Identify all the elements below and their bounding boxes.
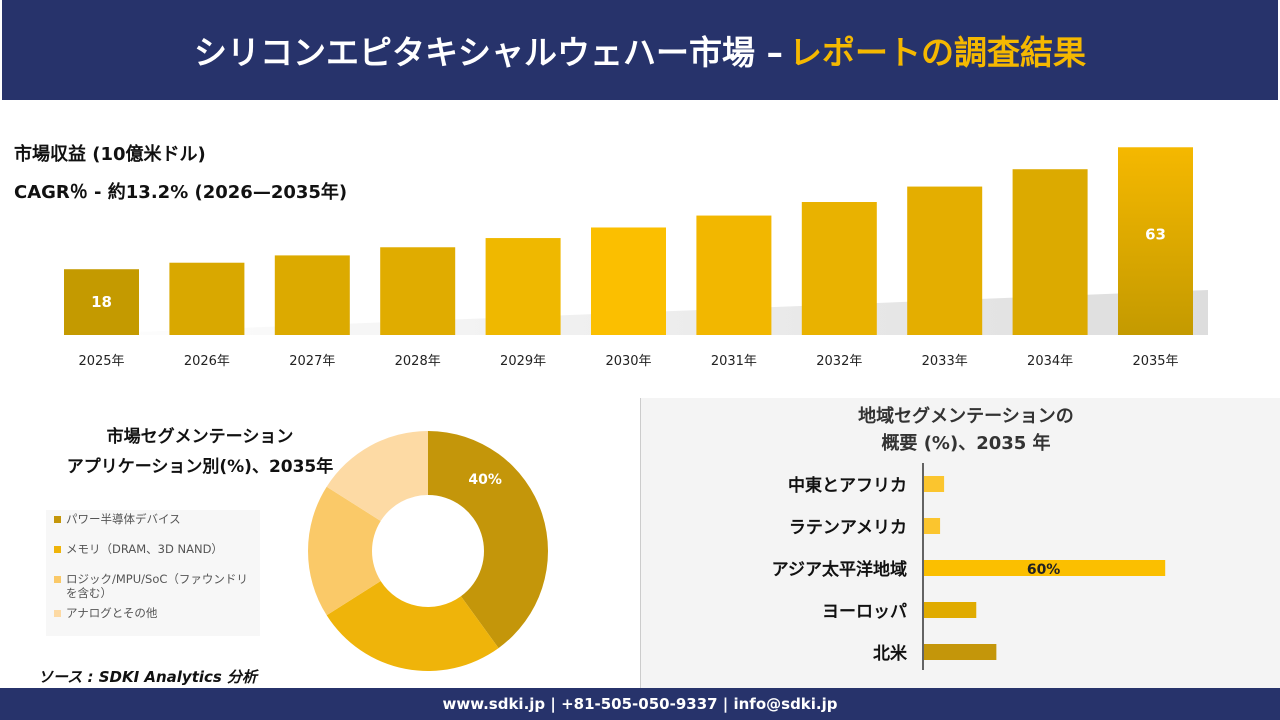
- legend-item: メモリ（DRAM、3D NAND）: [54, 542, 254, 556]
- x-tick-label: 2030年: [605, 354, 651, 369]
- legend-swatch: [54, 576, 61, 583]
- page-title: シリコンエピタキシャルウェハー市場 –: [194, 33, 783, 72]
- region-bar: [924, 602, 977, 618]
- slice-data-label: 40%: [468, 472, 502, 488]
- region-data-label: 60%: [1027, 562, 1061, 578]
- revenue-bar: [169, 262, 245, 335]
- revenue-bar: [64, 269, 139, 335]
- legend-item: ロジック/MPU/SoC（ファウンドリを含む）: [54, 572, 254, 600]
- region-bar: [924, 518, 941, 534]
- header-banner: シリコンエピタキシャルウェハー市場 – レポートの調査結果: [2, 0, 1278, 100]
- donut-slice: [308, 486, 381, 616]
- region-label: アジア太平洋地域: [772, 559, 907, 580]
- x-tick-label: 2028年: [395, 354, 441, 369]
- page-title-accent: レポートの調査結果: [789, 33, 1086, 72]
- x-tick-label: 2027年: [289, 354, 335, 369]
- region-bar: [924, 644, 997, 660]
- legend-swatch: [54, 516, 61, 523]
- bar-data-label: 63: [1145, 225, 1166, 243]
- application-chart-title: 市場セグメンテーション アプリケーション別(%)、2035年: [30, 422, 370, 482]
- donut-slice: [428, 431, 549, 649]
- legend-swatch: [54, 610, 61, 617]
- revenue-bar: [801, 202, 877, 335]
- region-bar: [924, 476, 945, 492]
- x-tick-label: 2026年: [184, 354, 230, 369]
- legend-label: アナログとその他: [66, 606, 158, 620]
- donut-slice: [326, 581, 499, 671]
- revenue-bar-chart: 2025年 18 2026年 2027年 2028年 2029年 2030年 2031年 203…: [60, 147, 1208, 369]
- x-tick-label: 2029年: [500, 354, 546, 369]
- x-tick-label: 2032年: [816, 354, 862, 369]
- application-title-line-1: 市場セグメンテーション: [106, 427, 294, 447]
- x-tick-label: 2034年: [1027, 354, 1073, 369]
- donut-slice: [326, 431, 428, 521]
- x-tick-label: 2033年: [922, 354, 968, 369]
- legend-label: ロジック/MPU/SoC（ファウンドリを含む）: [66, 572, 248, 600]
- revenue-bar: [1012, 169, 1088, 335]
- region-label: ヨーロッパ: [822, 602, 907, 622]
- region-title-line-1: 地域セグメンテーションの: [858, 406, 1074, 427]
- x-tick-label: 2035年: [1132, 354, 1178, 369]
- revenue-bar: [274, 255, 350, 335]
- legend-item: パワー半導体デバイス: [54, 512, 254, 526]
- region-label: 北米: [873, 643, 908, 664]
- revenue-label: 市場収益 (10億米ドル): [14, 144, 206, 165]
- x-tick-label: 2031年: [711, 354, 757, 369]
- revenue-bar: [380, 247, 456, 335]
- region-label: 中東とアフリカ: [788, 475, 907, 496]
- x-tick-label: 2025年: [78, 354, 124, 369]
- revenue-bar: [591, 227, 666, 335]
- region-chart-title: 地域セグメンテーションの 概要 (%)、2035 年: [641, 403, 1280, 457]
- legend-label: パワー半導体デバイス: [66, 512, 181, 526]
- cagr-label: CAGR％ - 約13.2% (2026—2035年): [14, 182, 348, 203]
- revenue-bar: [485, 238, 561, 335]
- application-legend: パワー半導体デバイスメモリ（DRAM、3D NAND） ロジック/MPU/SoC（…: [46, 510, 260, 636]
- revenue-bar: [1118, 147, 1193, 335]
- revenue-bar: [696, 215, 772, 335]
- footer-contact: www.sdki.jp | +81-505-050-9337 | info@sd…: [0, 688, 1280, 720]
- legend-item: アナログとその他: [54, 606, 254, 620]
- region-segment-panel: 地域セグメンテーションの 概要 (%)、2035 年 中東とアフリカ ラテンアメリ…: [640, 398, 1280, 688]
- source-note: ソース : SDKI Analytics 分析: [38, 668, 258, 686]
- region-label: ラテンアメリカ: [789, 518, 907, 538]
- bar-data-label: 18: [91, 293, 112, 311]
- application-segment-panel: 市場セグメンテーション アプリケーション別(%)、2035年 パワー半導体デバイ…: [0, 398, 640, 688]
- legend-swatch: [54, 546, 61, 553]
- application-donut-chart: 40%: [308, 431, 549, 671]
- revenue-bar: [907, 186, 983, 335]
- region-bar: [924, 560, 1166, 576]
- legend-label: メモリ（DRAM、3D NAND）: [66, 542, 223, 556]
- region-title-line-2: 概要 (%)、2035 年: [881, 433, 1051, 454]
- application-title-line-2: アプリケーション別(%)、2035年: [66, 457, 334, 477]
